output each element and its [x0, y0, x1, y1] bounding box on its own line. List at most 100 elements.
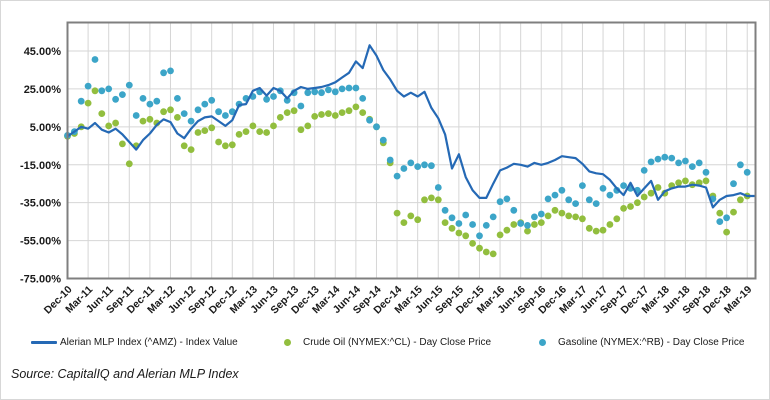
data-point	[359, 109, 367, 116]
data-point	[187, 117, 195, 125]
data-point	[174, 114, 181, 121]
data-point	[606, 191, 614, 199]
data-point	[283, 96, 291, 104]
data-point	[695, 159, 703, 167]
data-point	[270, 122, 277, 130]
amz-line	[66, 44, 755, 209]
data-point	[723, 228, 730, 236]
amz-line-path	[66, 44, 755, 209]
data-point	[675, 179, 682, 187]
data-point	[325, 110, 332, 117]
y-tick-label: -35.00%	[20, 198, 61, 210]
data-point	[373, 123, 380, 131]
data-point	[194, 106, 202, 114]
data-point	[476, 244, 483, 252]
data-point	[228, 108, 236, 116]
data-point	[393, 172, 401, 180]
data-point	[448, 214, 456, 222]
data-point	[352, 103, 360, 111]
data-point	[531, 213, 538, 221]
data-point	[194, 129, 202, 136]
data-point	[551, 206, 559, 214]
legend-label-gasoline: Gasoline (NYMEX:^RB) - Day Close Price	[558, 336, 745, 348]
data-point	[496, 198, 504, 206]
data-point	[91, 87, 99, 95]
data-point	[476, 232, 483, 240]
data-point	[132, 112, 140, 119]
data-point	[592, 200, 600, 208]
data-point	[469, 240, 476, 247]
data-point	[325, 86, 332, 94]
data-point	[256, 128, 264, 135]
data-point	[510, 221, 518, 228]
data-point	[510, 206, 518, 214]
data-point	[654, 184, 662, 191]
legend-label-crude-oil: Crude Oil (NYMEX:^CL) - Day Close Price	[303, 336, 492, 348]
data-point	[503, 226, 511, 234]
data-point	[489, 250, 497, 258]
data-point	[311, 88, 319, 96]
data-point	[414, 216, 422, 224]
data-point	[98, 110, 106, 117]
line-swatch-icon	[31, 340, 57, 344]
data-point	[222, 112, 229, 119]
data-point	[661, 153, 669, 161]
data-point	[421, 196, 428, 204]
data-point	[263, 95, 270, 103]
data-point	[331, 88, 339, 96]
data-point	[524, 222, 531, 229]
data-point	[592, 227, 600, 235]
data-point	[208, 124, 216, 132]
data-point	[579, 182, 586, 190]
data-point	[304, 89, 312, 97]
data-point	[407, 212, 415, 220]
data-point	[112, 119, 119, 127]
data-point	[345, 84, 353, 92]
data-point	[682, 177, 689, 185]
data-point	[77, 97, 85, 105]
y-tick-label: 45.00%	[24, 46, 62, 58]
data-point	[215, 108, 223, 116]
data-point	[393, 209, 401, 217]
data-point	[125, 160, 133, 168]
data-point	[386, 156, 394, 164]
data-point	[455, 229, 463, 237]
data-point	[119, 91, 126, 98]
data-point	[318, 111, 325, 118]
data-point	[537, 219, 545, 227]
data-point	[620, 182, 627, 190]
data-point	[551, 191, 559, 199]
data-point	[338, 85, 346, 93]
data-point	[441, 206, 449, 214]
data-point	[304, 122, 312, 130]
crude-dot-swatch-icon	[284, 338, 291, 346]
data-point	[743, 168, 751, 176]
data-point	[434, 196, 442, 204]
data-point	[276, 114, 284, 121]
data-point	[524, 227, 531, 235]
data-point	[180, 142, 188, 150]
y-tick-label: -55.00%	[20, 236, 61, 248]
data-point	[105, 85, 113, 93]
data-point	[222, 142, 229, 150]
data-point	[201, 127, 209, 134]
data-point	[228, 141, 236, 149]
data-point	[640, 167, 648, 174]
data-point	[125, 81, 133, 89]
data-point	[585, 196, 593, 204]
data-point	[359, 95, 367, 102]
data-point	[98, 87, 106, 95]
data-point	[187, 146, 195, 154]
data-point	[482, 222, 490, 229]
data-point	[379, 136, 387, 144]
data-point	[647, 158, 655, 166]
data-point	[297, 126, 305, 134]
gasoline-points	[64, 56, 751, 240]
data-point	[640, 193, 648, 201]
data-point	[627, 203, 634, 210]
data-point	[139, 95, 147, 102]
legend-label-amz: Alerian MLP Index (^AMZ) - Index Value	[60, 336, 238, 348]
data-point	[613, 215, 621, 223]
data-point	[249, 122, 257, 130]
data-point	[634, 199, 641, 207]
